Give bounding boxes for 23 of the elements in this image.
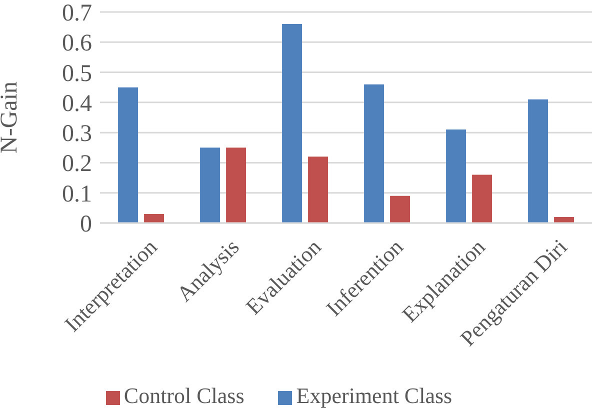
y-tick-label: 0.6 [62, 30, 92, 57]
bar [200, 148, 220, 223]
legend-label: Experiment Class [296, 383, 452, 408]
y-tick-label: 0.3 [62, 121, 92, 148]
bar [308, 156, 328, 223]
y-tick-label: 0 [80, 212, 92, 238]
y-tick-label: 0.1 [62, 181, 92, 208]
bar [390, 196, 410, 223]
bar [282, 24, 302, 223]
bar [528, 99, 548, 223]
bar [226, 148, 246, 223]
bar [118, 87, 138, 223]
y-axis-title: N-Gain [0, 82, 23, 154]
y-tick-label: 0.5 [62, 60, 92, 87]
y-tick-label: 0.2 [62, 151, 92, 178]
legend-label: Control Class [124, 383, 244, 408]
y-tick-label: 0.4 [62, 90, 92, 117]
bar [144, 214, 164, 223]
bar [472, 174, 492, 223]
bar [554, 216, 574, 223]
bar [364, 84, 384, 223]
y-tick-label: 0.7 [62, 0, 92, 27]
bar [446, 130, 466, 223]
